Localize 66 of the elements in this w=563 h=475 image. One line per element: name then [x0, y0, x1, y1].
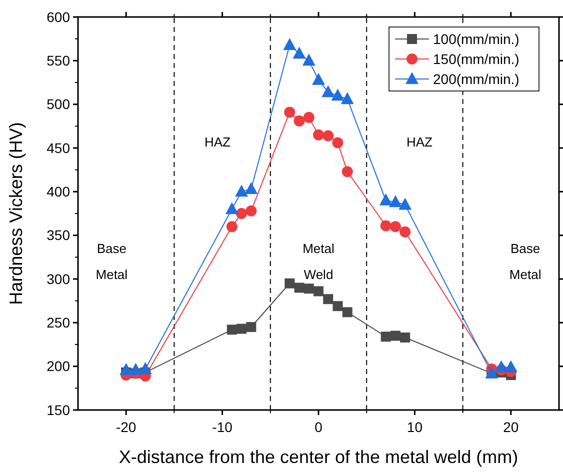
legend-label: 100(mm/min.)	[433, 30, 520, 47]
annotation: Base Metal	[96, 240, 128, 282]
point	[246, 322, 256, 332]
point	[340, 92, 354, 104]
point	[303, 112, 314, 123]
point	[225, 202, 238, 214]
annotation: HAZ	[204, 134, 231, 150]
point	[284, 106, 296, 118]
point	[332, 137, 344, 148]
y-tick-label: 150	[46, 402, 70, 418]
y-tick-label: 250	[46, 314, 70, 331]
point	[244, 182, 258, 194]
point	[283, 38, 296, 50]
point	[129, 362, 142, 375]
point	[380, 332, 391, 342]
point	[322, 85, 335, 98]
point	[400, 332, 410, 343]
point	[292, 46, 306, 59]
point	[246, 205, 257, 216]
point	[331, 88, 344, 101]
point	[504, 360, 518, 372]
y-tick-label: 300	[46, 270, 70, 287]
point	[380, 220, 392, 232]
y-tick-label: 200	[46, 358, 70, 374]
y-axis-title: Hardness Vickers (HV)	[6, 122, 26, 305]
y-tick-label: 450	[46, 140, 70, 156]
point	[312, 72, 325, 85]
point	[138, 362, 152, 374]
point	[342, 307, 352, 318]
point	[332, 301, 343, 312]
x-tick-label: 0	[314, 419, 323, 435]
point	[322, 130, 334, 142]
point	[342, 166, 353, 178]
y-tick-label: 600	[46, 8, 70, 25]
point	[294, 282, 304, 293]
annotation: Base Metal	[509, 240, 542, 282]
y-tick-label: 500	[46, 96, 70, 112]
point	[494, 360, 508, 372]
point	[323, 294, 334, 304]
point	[302, 54, 316, 66]
x-tick-label: -10	[212, 419, 233, 435]
point	[314, 286, 324, 296]
point	[226, 324, 237, 335]
legend-label: 150(mm/min.)	[433, 50, 520, 67]
annotation: HAZ	[406, 134, 433, 150]
legend-label: 200(mm/min.)	[433, 70, 520, 87]
point	[390, 221, 401, 232]
point	[398, 198, 412, 210]
y-tick-label: 550	[46, 52, 70, 69]
x-tick-label: 10	[406, 419, 423, 435]
point	[294, 115, 305, 126]
x-tick-label: -20	[116, 419, 136, 435]
y-tick-label: 350	[46, 227, 70, 244]
point	[284, 278, 295, 288]
point	[235, 184, 248, 197]
point	[400, 226, 411, 238]
y-tick-label: 400	[46, 184, 70, 200]
point	[379, 193, 392, 206]
x-tick-label: 20	[503, 419, 519, 435]
point	[120, 362, 133, 375]
point	[236, 208, 248, 219]
point	[388, 195, 402, 208]
point	[313, 129, 324, 140]
x-axis-title: X-distance from the center of the metal weld (mm)	[118, 447, 518, 467]
point	[226, 221, 238, 232]
annotation: Metal Weld	[302, 240, 334, 282]
